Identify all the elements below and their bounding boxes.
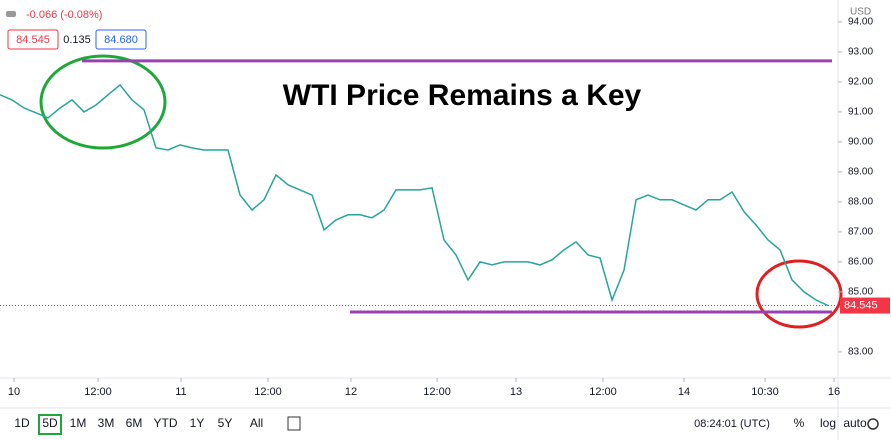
currency: USD [850,7,871,18]
spread: 0.135 [63,34,91,46]
ask-box [95,29,147,50]
last-price-label: 84.545 [844,299,878,311]
range-button[interactable]: 1M [70,416,87,430]
y-tick-label: 93.00 [848,47,873,58]
y-tick-label: 88.00 [848,197,873,208]
y-tick-label: 83.00 [848,347,873,358]
range-button[interactable]: 6M [126,416,143,430]
y-tick-label: 91.00 [848,107,873,118]
y-tick-label: 86.00 [848,257,873,268]
bid-box [7,29,59,50]
x-tick-label: 12 [345,386,357,398]
y-tick-label: 87.00 [848,227,873,238]
x-tick-label: 11 [175,386,186,398]
x-tick-label: 12:00 [254,386,282,398]
range-button[interactable]: 1D [14,416,30,430]
scale-option[interactable]: % [794,416,805,430]
last-price-tag [840,297,890,314]
x-tick-label: 16 [828,386,840,398]
range-button[interactable]: YTD [154,416,178,430]
bid: 84.545 [16,34,50,46]
y-tick-label: 90.00 [848,137,873,148]
calendar-icon[interactable] [287,416,301,431]
clock: 08:24:01 (UTC) [694,418,770,430]
range-button[interactable]: 3M [98,416,115,430]
x-tick-label: 14 [678,386,690,398]
price-change: -0.066 (-0.08%) [26,9,102,21]
scale-option[interactable]: auto [843,416,867,430]
x-tick-label: 12:00 [84,386,112,398]
scale-option[interactable]: log [820,416,836,430]
highlight-circle [39,54,167,150]
settings-icon[interactable] [867,418,879,430]
range-button[interactable]: All [250,416,263,430]
price-line [0,83,829,307]
collapse-icon[interactable] [6,11,16,17]
y-tick-label: 85.00 [848,287,873,298]
range-button[interactable]: 5D [42,416,58,430]
x-tick-label: 12:00 [589,386,617,398]
x-tick-label: 12:00 [423,386,451,398]
y-tick-label: 89.00 [848,167,873,178]
y-tick-label: 92.00 [848,77,873,88]
range-active[interactable] [38,414,62,435]
x-tick-label: 10 [8,386,20,398]
highlight-circle [755,259,843,329]
range-button[interactable]: 1Y [190,416,205,430]
ask: 84.680 [104,34,138,46]
range-button[interactable]: 5Y [218,416,233,430]
x-tick-label: 10:30 [751,386,779,398]
x-tick-label: 13 [510,386,522,398]
y-tick-label: 94.00 [848,17,873,28]
annotation: WTI Price Remains a Key [283,79,642,112]
